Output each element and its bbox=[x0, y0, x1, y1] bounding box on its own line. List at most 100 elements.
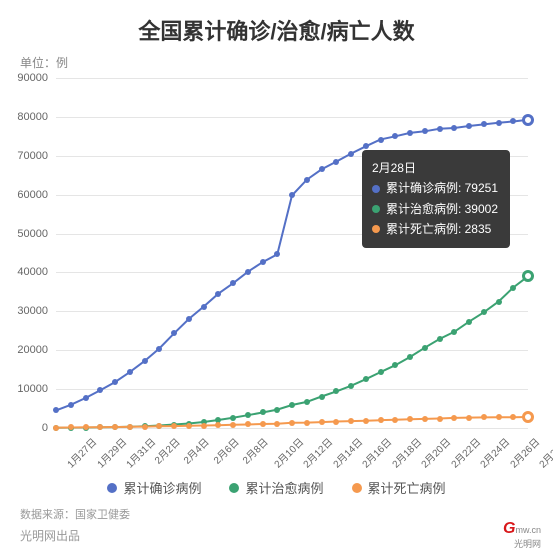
lines-svg bbox=[56, 78, 528, 428]
x-axis-label: 2月24日 bbox=[476, 434, 513, 471]
data-point[interactable] bbox=[319, 166, 325, 172]
data-point[interactable] bbox=[127, 424, 133, 430]
data-point[interactable] bbox=[83, 424, 89, 430]
data-point[interactable] bbox=[53, 425, 59, 431]
data-point[interactable] bbox=[510, 414, 516, 420]
data-point[interactable] bbox=[466, 123, 472, 129]
data-point[interactable] bbox=[112, 379, 118, 385]
final-data-point[interactable] bbox=[522, 114, 534, 126]
data-point[interactable] bbox=[437, 336, 443, 342]
data-point[interactable] bbox=[348, 383, 354, 389]
data-point[interactable] bbox=[68, 402, 74, 408]
data-point[interactable] bbox=[171, 423, 177, 429]
data-point[interactable] bbox=[333, 388, 339, 394]
legend-item[interactable]: 累计死亡病例 bbox=[352, 478, 446, 497]
data-point[interactable] bbox=[451, 415, 457, 421]
data-point[interactable] bbox=[407, 130, 413, 136]
data-point[interactable] bbox=[245, 269, 251, 275]
data-point[interactable] bbox=[274, 407, 280, 413]
data-point[interactable] bbox=[230, 415, 236, 421]
legend-dot bbox=[107, 483, 117, 493]
data-point[interactable] bbox=[407, 354, 413, 360]
data-point[interactable] bbox=[289, 192, 295, 198]
x-axis-label: 2月20日 bbox=[417, 434, 454, 471]
data-point[interactable] bbox=[422, 416, 428, 422]
data-point[interactable] bbox=[156, 423, 162, 429]
data-point[interactable] bbox=[289, 420, 295, 426]
data-point[interactable] bbox=[392, 417, 398, 423]
tooltip-label: 累计治愈病例: 39002 bbox=[386, 199, 498, 219]
data-point[interactable] bbox=[245, 421, 251, 427]
data-point[interactable] bbox=[481, 309, 487, 315]
data-point[interactable] bbox=[422, 345, 428, 351]
legend-item[interactable]: 累计治愈病例 bbox=[229, 478, 323, 497]
data-point[interactable] bbox=[319, 419, 325, 425]
data-point[interactable] bbox=[333, 159, 339, 165]
data-point[interactable] bbox=[466, 319, 472, 325]
data-point[interactable] bbox=[304, 399, 310, 405]
data-point[interactable] bbox=[274, 421, 280, 427]
data-point[interactable] bbox=[68, 424, 74, 430]
data-point[interactable] bbox=[451, 329, 457, 335]
data-point[interactable] bbox=[97, 387, 103, 393]
data-point[interactable] bbox=[378, 417, 384, 423]
data-point[interactable] bbox=[186, 316, 192, 322]
legend-item[interactable]: 累计确诊病例 bbox=[107, 478, 201, 497]
data-point[interactable] bbox=[201, 423, 207, 429]
data-point[interactable] bbox=[407, 416, 413, 422]
data-point[interactable] bbox=[378, 369, 384, 375]
data-point[interactable] bbox=[142, 358, 148, 364]
data-point[interactable] bbox=[215, 422, 221, 428]
data-point[interactable] bbox=[496, 299, 502, 305]
data-point[interactable] bbox=[481, 121, 487, 127]
data-point[interactable] bbox=[496, 120, 502, 126]
data-point[interactable] bbox=[363, 418, 369, 424]
data-point[interactable] bbox=[215, 291, 221, 297]
data-point[interactable] bbox=[392, 133, 398, 139]
data-point[interactable] bbox=[201, 304, 207, 310]
data-point[interactable] bbox=[230, 422, 236, 428]
data-point[interactable] bbox=[510, 285, 516, 291]
data-point[interactable] bbox=[112, 424, 118, 430]
data-point[interactable] bbox=[496, 414, 502, 420]
data-point[interactable] bbox=[142, 424, 148, 430]
data-point[interactable] bbox=[186, 423, 192, 429]
data-point[interactable] bbox=[260, 409, 266, 415]
final-data-point[interactable] bbox=[522, 270, 534, 282]
data-point[interactable] bbox=[333, 419, 339, 425]
data-point[interactable] bbox=[260, 421, 266, 427]
data-point[interactable] bbox=[171, 330, 177, 336]
data-point[interactable] bbox=[83, 395, 89, 401]
data-point[interactable] bbox=[245, 412, 251, 418]
data-point[interactable] bbox=[319, 394, 325, 400]
data-point[interactable] bbox=[348, 151, 354, 157]
data-point[interactable] bbox=[53, 407, 59, 413]
data-point[interactable] bbox=[127, 369, 133, 375]
data-point[interactable] bbox=[363, 143, 369, 149]
data-point[interactable] bbox=[274, 251, 280, 257]
data-point[interactable] bbox=[230, 280, 236, 286]
data-point[interactable] bbox=[422, 128, 428, 134]
data-point[interactable] bbox=[451, 125, 457, 131]
x-axis-label: 2月8日 bbox=[238, 434, 271, 467]
data-point[interactable] bbox=[466, 415, 472, 421]
data-point[interactable] bbox=[363, 376, 369, 382]
data-point[interactable] bbox=[392, 362, 398, 368]
data-point[interactable] bbox=[289, 402, 295, 408]
data-point[interactable] bbox=[437, 416, 443, 422]
data-point[interactable] bbox=[437, 126, 443, 132]
data-point[interactable] bbox=[348, 418, 354, 424]
tooltip: 2月28日累计确诊病例: 79251累计治愈病例: 39002累计死亡病例: 2… bbox=[362, 150, 510, 248]
data-point[interactable] bbox=[304, 420, 310, 426]
legend-dot bbox=[229, 483, 239, 493]
data-point[interactable] bbox=[304, 177, 310, 183]
chart-container: 全国累计确诊/治愈/病亡人数 单位：例 01000020000300004000… bbox=[0, 0, 553, 556]
data-point[interactable] bbox=[378, 137, 384, 143]
final-data-point[interactable] bbox=[522, 411, 534, 423]
data-point[interactable] bbox=[97, 424, 103, 430]
data-point[interactable] bbox=[156, 346, 162, 352]
legend-label: 累计确诊病例 bbox=[123, 478, 201, 497]
data-point[interactable] bbox=[481, 414, 487, 420]
data-point[interactable] bbox=[510, 118, 516, 124]
data-point[interactable] bbox=[260, 259, 266, 265]
